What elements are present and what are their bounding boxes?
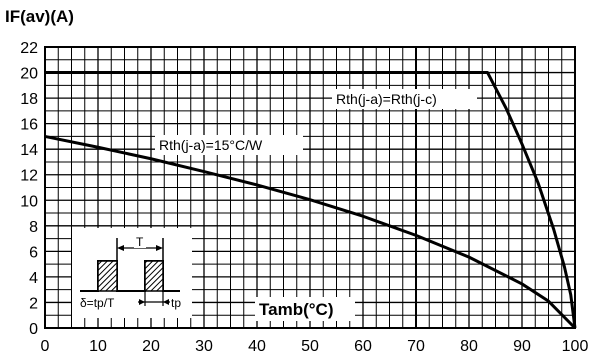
x-tick-label: 90 [513,338,531,354]
x-tick-label: 60 [354,338,372,354]
x-tick-label: 80 [460,338,478,354]
period-label-bg [134,236,146,248]
tp-arrow-left-head [139,299,145,305]
period-label: T [136,235,144,249]
annotation-rthc: Rth(j-a)=Rth(j-c) [336,91,437,107]
duty-label: δ=tp/T [80,296,115,310]
annotation-rth15: Rth(j-a)=15°C/W [159,137,263,153]
series-line-1 [45,71,577,329]
y-tick-label: 10 [20,193,38,210]
x-tick-label: 100 [562,338,589,354]
pulse-width-label: tp [171,296,181,310]
y-tick-label: 16 [20,117,38,134]
x-axis-label: Tamb(°C) [259,300,333,319]
period-arrow-right-head [156,245,163,251]
annotation-box-rthc [332,89,477,109]
grid-lines [44,46,576,329]
y-tick-label: 22 [20,40,38,57]
inset-background [72,228,192,318]
period-arrow-left-head [117,245,124,251]
y-tick-label: 20 [20,66,38,83]
pulse-2 [144,260,164,292]
y-tick-label: 12 [20,168,38,185]
y-tick-label: 2 [29,295,38,312]
y-tick-label: 4 [29,270,38,287]
x-tick-label: 40 [248,338,266,354]
pulse-inset: T δ=tp/T tp [72,228,192,318]
pulse-1 [97,260,118,292]
xlabel-box [255,297,355,321]
x-tick-label: 50 [301,338,319,354]
x-tick-label: 0 [41,338,50,354]
x-tick-label: 10 [89,338,107,354]
y-tick-label: 6 [29,244,38,261]
x-tick-label: 20 [142,338,160,354]
y-tick-label: 0 [29,321,38,338]
x-tick-label: 70 [407,338,425,354]
y-axis-ticks: 0 2 4 6 8 10 12 14 16 18 20 22 [20,40,38,338]
x-tick-label: 30 [195,338,213,354]
y-tick-label: 14 [20,142,38,159]
y-tick-label: 18 [20,91,38,108]
series-line-2 [44,134,577,330]
series-group [44,71,577,330]
annotation-box-rth15 [155,135,303,155]
x-axis-ticks: 0 10 20 30 40 50 60 70 80 90 100 [41,338,589,354]
plot-frame [44,46,576,329]
tp-arrow-right-head [163,299,169,305]
y-tick-label: 8 [29,219,38,236]
chart-title: IF(av)(A) [5,7,74,26]
